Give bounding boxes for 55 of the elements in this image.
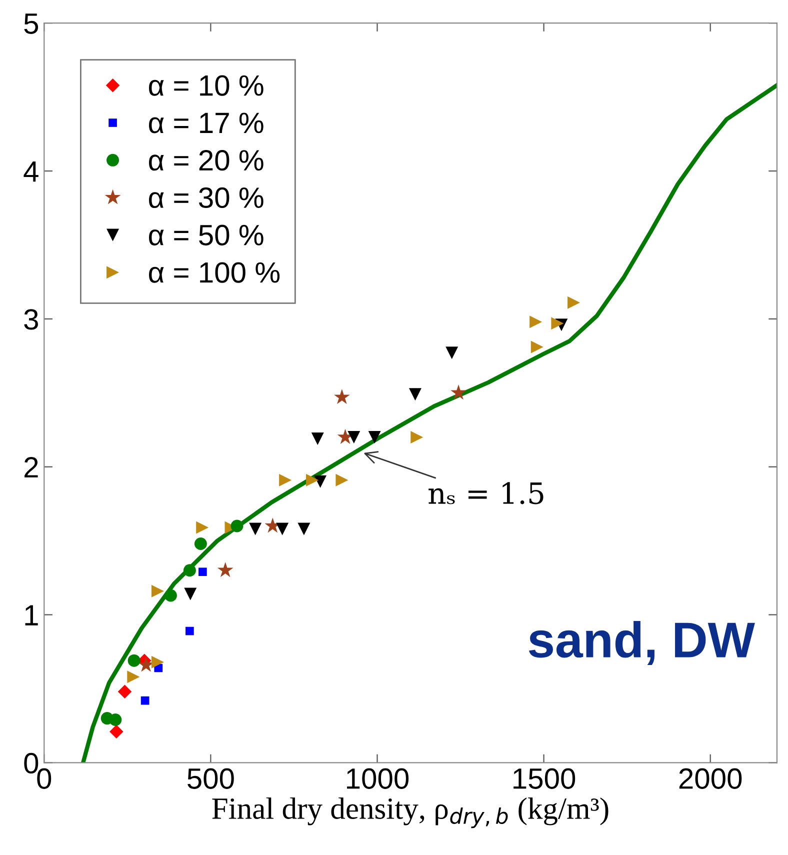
legend-label: α = 20 % (149, 150, 264, 171)
x-tick-label: 1000 (347, 768, 409, 789)
point (140, 696, 150, 705)
point (408, 388, 422, 401)
y-tick-label: 5 (24, 14, 38, 34)
point (118, 684, 132, 699)
point (551, 317, 564, 330)
point (151, 656, 164, 668)
y-tick-label: 1 (25, 605, 38, 626)
y-tick-label: 2 (24, 457, 38, 478)
point (279, 474, 292, 486)
point (410, 430, 424, 444)
point (298, 522, 310, 536)
point (186, 626, 194, 636)
x-tick-label: 500 (188, 768, 234, 789)
point (230, 520, 244, 532)
point (336, 474, 348, 486)
point (334, 388, 350, 404)
legend-label: α = 50 % (149, 224, 264, 246)
point (184, 588, 197, 600)
point (109, 714, 122, 726)
annotation: sand, DW (528, 621, 755, 665)
x-tick-label: 1500 (514, 768, 576, 789)
point (217, 562, 234, 578)
y-tick-label: 0 (24, 752, 38, 774)
legend-label: α = 100 % (149, 262, 280, 283)
point (127, 670, 140, 684)
point (128, 654, 140, 667)
point (194, 537, 207, 550)
legend-label: α = 30 % (149, 187, 264, 208)
point (151, 584, 164, 598)
point (530, 340, 544, 354)
point (110, 724, 124, 738)
annotation: nₛ = 1.5 (428, 482, 544, 504)
point (311, 432, 324, 445)
point (314, 475, 327, 488)
point (446, 346, 458, 360)
y-tick-label: 4 (24, 162, 38, 182)
point (183, 564, 196, 577)
legend-label: α = 17 % (149, 112, 264, 134)
x-tick-label: 2000 (679, 768, 742, 789)
point (198, 568, 207, 576)
x-axis-title: Final dry density, ρ$_{dry,b}$ (kg/m³) (212, 797, 608, 828)
point (306, 474, 319, 486)
point (368, 430, 381, 444)
point (568, 296, 580, 309)
point (530, 316, 542, 328)
legend-label: α = 10 % (149, 75, 264, 96)
point (164, 589, 177, 602)
point (348, 430, 360, 444)
point (450, 384, 466, 400)
point (196, 521, 209, 534)
y-tick-label: 3 (24, 309, 38, 330)
point (276, 522, 289, 536)
point (249, 522, 262, 536)
